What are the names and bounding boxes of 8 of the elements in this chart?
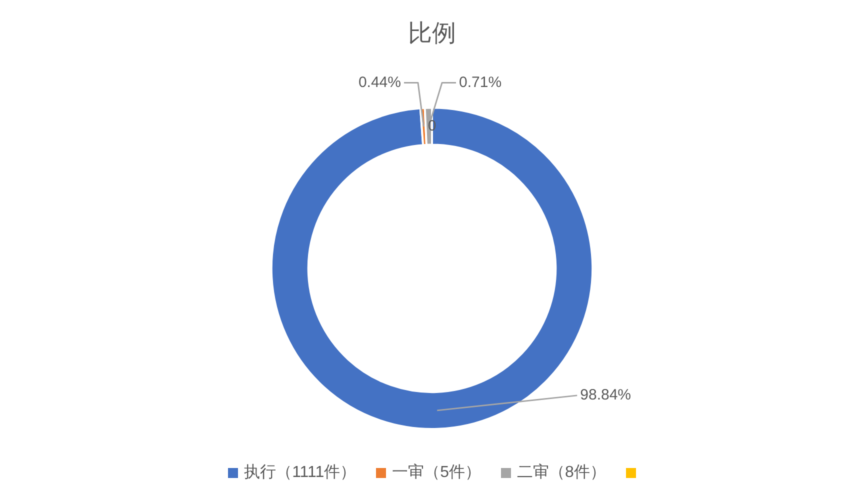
legend-label: 二审（8件） (517, 462, 606, 483)
data-label: 98.84% (580, 386, 632, 404)
chart-title: 比例 (408, 20, 456, 48)
legend-label: 一审（5件） (392, 462, 482, 483)
legend-label: 执行（1111件） (244, 462, 356, 483)
text: 0 (428, 117, 436, 134)
data-label: 0.71% (459, 74, 502, 91)
data-label: 0.44% (358, 74, 401, 91)
